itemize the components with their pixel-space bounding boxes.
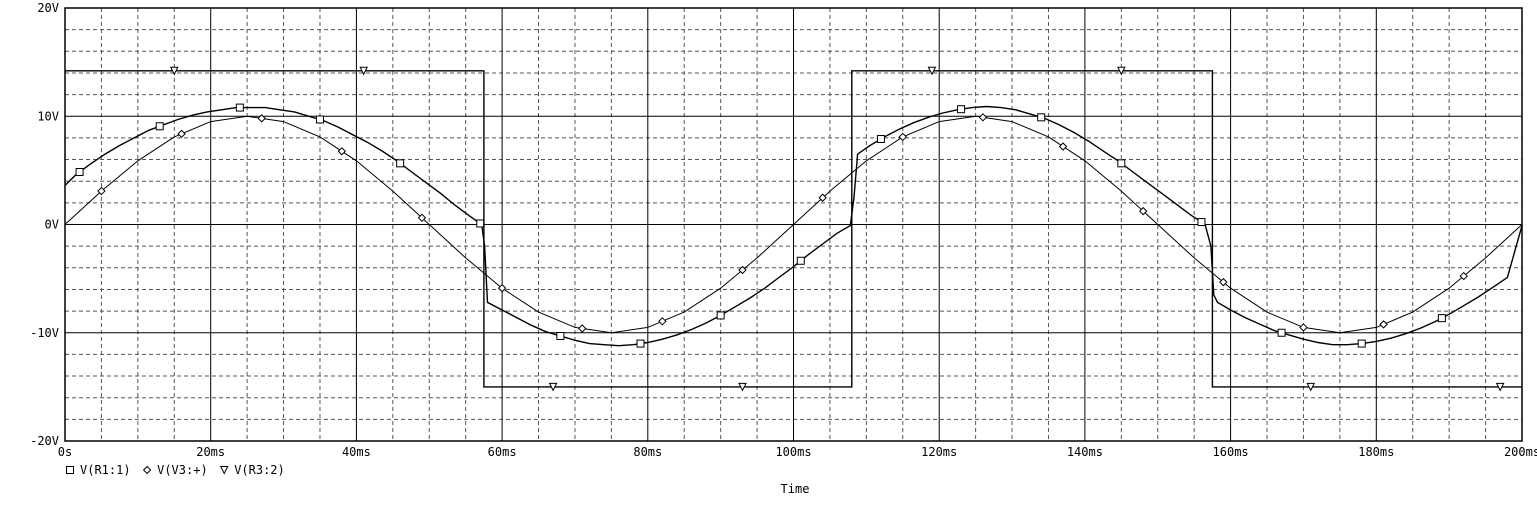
series-marker-1 <box>1357 339 1366 348</box>
legend-label-3: V(R3:2) <box>234 463 285 477</box>
series-marker-2 <box>497 283 507 293</box>
series-marker-2 <box>417 213 427 223</box>
x-tick-label: 40ms <box>342 445 371 459</box>
series-marker-2 <box>1379 320 1388 329</box>
y-tick-label: 0V <box>45 218 59 232</box>
x-tick-label: 0s <box>58 445 72 459</box>
series-line-2 <box>64 115 1523 334</box>
series-marker-2 <box>578 324 587 333</box>
series-marker-2 <box>978 113 988 122</box>
series-marker-1 <box>75 167 84 176</box>
x-tick-label: 200ms <box>1504 445 1537 459</box>
series-line-3 <box>65 70 1522 388</box>
legend-marker-3 <box>219 466 229 475</box>
x-tick-label: 80ms <box>633 445 662 459</box>
series-marker-2 <box>97 186 106 196</box>
series-marker-2 <box>898 132 907 142</box>
x-tick-label: 20ms <box>196 445 225 459</box>
series-marker-1 <box>1117 159 1126 168</box>
series-marker-2 <box>177 129 186 139</box>
series-marker-1 <box>876 134 885 143</box>
series-marker-3 <box>169 66 179 76</box>
series-marker-1 <box>636 339 645 348</box>
series-marker-1 <box>1197 218 1206 227</box>
series-marker-2 <box>257 114 266 123</box>
x-tick-label: 60ms <box>488 445 517 459</box>
legend-label-2: V(V3:+) <box>157 463 208 477</box>
series-marker-3 <box>1117 66 1126 76</box>
series-marker-1 <box>1037 113 1046 122</box>
tick-label-layer: 0s 20ms 40ms 60ms 80ms 100ms 120ms 140ms 160ms 18… <box>30 1 1537 459</box>
series-marker-3 <box>1306 382 1316 392</box>
series-marker-2 <box>818 193 827 202</box>
series-marker-1 <box>396 159 405 168</box>
series-marker-1 <box>796 256 805 265</box>
series-marker-2 <box>1299 323 1308 332</box>
series-marker-2 <box>658 317 667 326</box>
x-tick-label: 140ms <box>1067 445 1103 459</box>
series-marker-3 <box>359 66 368 76</box>
y-tick-label: -10V <box>30 326 59 340</box>
series-marker-1 <box>716 311 725 320</box>
y-tick-label: 20V <box>37 1 59 15</box>
x-axis-label: Time <box>781 482 810 496</box>
series-layer <box>64 66 1523 392</box>
x-tick-label: 160ms <box>1213 445 1249 459</box>
series-marker-3 <box>927 66 937 76</box>
series-marker-2 <box>1058 142 1068 151</box>
series-marker-2 <box>1219 277 1228 287</box>
series-marker-1 <box>957 105 966 114</box>
series-marker-1 <box>476 219 485 228</box>
legend: V(R1:1) V(V3:+) V(R3:2) <box>66 463 285 477</box>
x-tick-label: 180ms <box>1358 445 1394 459</box>
y-tick-label: 10V <box>37 109 59 123</box>
x-tick-label: 120ms <box>921 445 957 459</box>
series-marker-2 <box>337 147 347 156</box>
series-marker-2 <box>738 265 747 275</box>
series-marker-1 <box>235 103 244 112</box>
series-marker-1 <box>155 122 164 131</box>
series-marker-3 <box>1495 382 1505 392</box>
series-marker-1 <box>315 115 324 124</box>
series-marker-1 <box>1277 328 1286 337</box>
series-marker-3 <box>548 382 558 392</box>
grid-layer <box>64 7 1523 442</box>
x-tick-label: 100ms <box>775 445 811 459</box>
legend-marker-1 <box>66 466 74 474</box>
series-marker-1 <box>556 331 565 340</box>
legend-label-1: V(R1:1) <box>80 463 131 477</box>
series-marker-3 <box>738 382 747 392</box>
legend-marker-2 <box>142 465 152 475</box>
series-marker-2 <box>1138 206 1148 216</box>
y-tick-label: -20V <box>30 434 59 448</box>
series-marker-1 <box>1437 314 1446 323</box>
series-marker-2 <box>1459 271 1468 281</box>
